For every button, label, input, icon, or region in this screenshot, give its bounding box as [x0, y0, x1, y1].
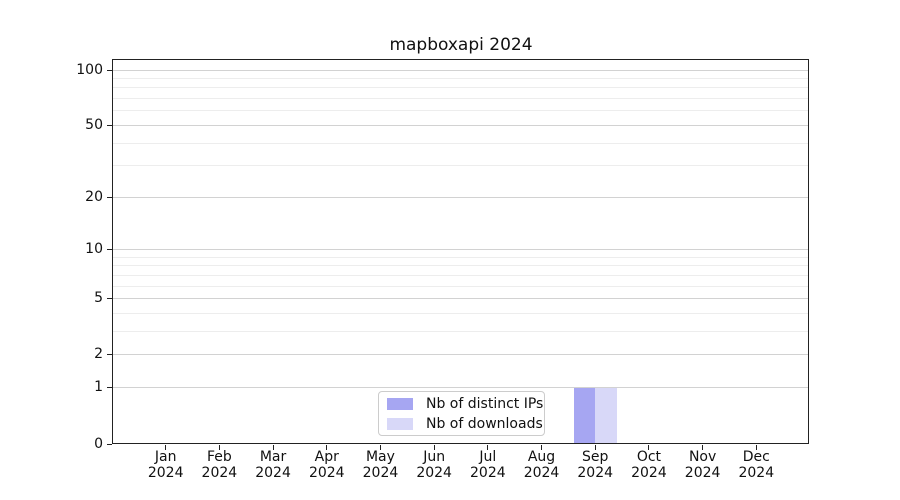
y-gridline-minor	[113, 285, 808, 287]
x-tick-label-may: May 2024	[354, 449, 406, 481]
y-gridline	[113, 249, 808, 251]
legend-label: Nb of distinct IPs	[426, 395, 544, 412]
bar-nb-of-distinct-ips	[573, 387, 596, 444]
x-tick-label-nov: Nov 2024	[677, 449, 729, 481]
y-tick-mark	[107, 443, 112, 445]
y-gridline-minor	[113, 110, 808, 112]
x-tick-year: 2024	[147, 465, 184, 481]
legend-entry-nb-of-distinct-ips: Nb of distinct IPs	[387, 395, 543, 412]
x-tick-label-jun: Jun 2024	[408, 449, 460, 481]
x-tick-mark	[326, 445, 328, 450]
x-tick-mark	[272, 445, 274, 450]
x-tick-month: Feb	[206, 449, 232, 465]
x-tick-month: Jun	[423, 449, 446, 465]
x-tick-mark	[487, 445, 489, 450]
y-gridline-minor	[113, 87, 808, 89]
legend-entry-nb-of-downloads: Nb of downloads	[387, 415, 543, 432]
x-tick-year: 2024	[255, 465, 291, 481]
x-tick-label-mar: Mar 2024	[247, 449, 299, 481]
x-tick-mark	[648, 445, 650, 450]
y-tick-label: 100	[76, 61, 103, 78]
y-gridline-minor	[113, 265, 808, 267]
y-tick-label: 5	[94, 290, 103, 307]
x-tick-month: Aug	[527, 449, 556, 465]
x-tick-mark	[379, 445, 381, 450]
bar-nb-of-downloads	[595, 387, 617, 444]
x-tick-mark	[541, 445, 543, 450]
x-tick-year: 2024	[577, 465, 614, 481]
x-tick-label-jan: Jan 2024	[140, 449, 192, 481]
legend-swatch-icon	[387, 417, 413, 430]
x-tick-month: Nov	[688, 449, 717, 465]
y-gridline	[113, 298, 808, 300]
y-gridline-minor	[113, 331, 808, 333]
plot-area	[112, 59, 809, 444]
x-tick-label-feb: Feb 2024	[193, 449, 245, 481]
x-tick-label-oct: Oct 2024	[623, 449, 675, 481]
y-tick-label: 1	[94, 379, 103, 396]
y-gridline-minor	[113, 98, 808, 100]
chart-title: mapboxapi 2024	[389, 35, 533, 55]
x-tick-month: Mar	[259, 449, 287, 465]
y-tick-label: 0	[94, 435, 103, 452]
x-tick-year: 2024	[308, 465, 345, 481]
y-tick-label: 10	[85, 241, 103, 258]
y-tick-label: 50	[85, 116, 103, 133]
y-gridline-minor	[113, 77, 808, 79]
x-tick-month: Dec	[742, 449, 770, 465]
legend-swatch-icon	[387, 397, 413, 410]
x-tick-year: 2024	[631, 465, 667, 481]
x-tick-label-sep: Sep 2024	[569, 449, 621, 481]
y-gridline-minor	[113, 142, 808, 144]
x-tick-year: 2024	[684, 465, 721, 481]
x-tick-month: May	[365, 449, 395, 465]
y-tick-mark	[107, 298, 112, 300]
y-tick-mark	[107, 354, 112, 356]
y-gridline	[113, 124, 808, 126]
x-tick-mark	[433, 445, 435, 450]
x-tick-label-jul: Jul 2024	[462, 449, 514, 481]
y-gridline-minor	[113, 256, 808, 258]
y-tick-mark	[107, 387, 112, 389]
x-tick-year: 2024	[416, 465, 452, 481]
y-tick-mark	[107, 196, 112, 198]
y-tick-mark	[107, 69, 112, 71]
x-tick-year: 2024	[470, 465, 506, 481]
x-tick-year: 2024	[523, 465, 560, 481]
x-tick-month: Jan	[154, 449, 177, 465]
x-tick-month: Jul	[479, 449, 497, 465]
x-tick-month: Oct	[636, 449, 662, 465]
y-tick-mark	[107, 124, 112, 126]
y-gridline	[113, 196, 808, 198]
y-gridline-minor	[113, 274, 808, 276]
x-tick-mark	[594, 445, 596, 450]
legend: Nb of distinct IPs Nb of downloads	[378, 391, 545, 436]
legend-label: Nb of downloads	[426, 415, 543, 432]
x-tick-mark	[218, 445, 220, 450]
y-gridline-minor	[113, 313, 808, 315]
x-tick-month: Apr	[314, 449, 339, 465]
x-tick-label-apr: Apr 2024	[301, 449, 353, 481]
y-gridline	[113, 387, 808, 389]
y-tick-mark	[107, 249, 112, 251]
x-tick-year: 2024	[738, 465, 775, 481]
y-tick-label: 2	[94, 346, 103, 363]
x-tick-year: 2024	[362, 465, 399, 481]
y-gridline	[113, 354, 808, 356]
y-gridline	[113, 69, 808, 71]
y-tick-label: 20	[85, 188, 103, 205]
x-tick-month: Sep	[582, 449, 609, 465]
x-tick-mark	[702, 445, 704, 450]
y-gridline-minor	[113, 165, 808, 167]
x-tick-year: 2024	[201, 465, 238, 481]
x-tick-mark	[165, 445, 167, 450]
x-tick-label-dec: Dec 2024	[730, 449, 782, 481]
x-tick-mark	[755, 445, 757, 450]
x-tick-label-aug: Aug 2024	[516, 449, 568, 481]
